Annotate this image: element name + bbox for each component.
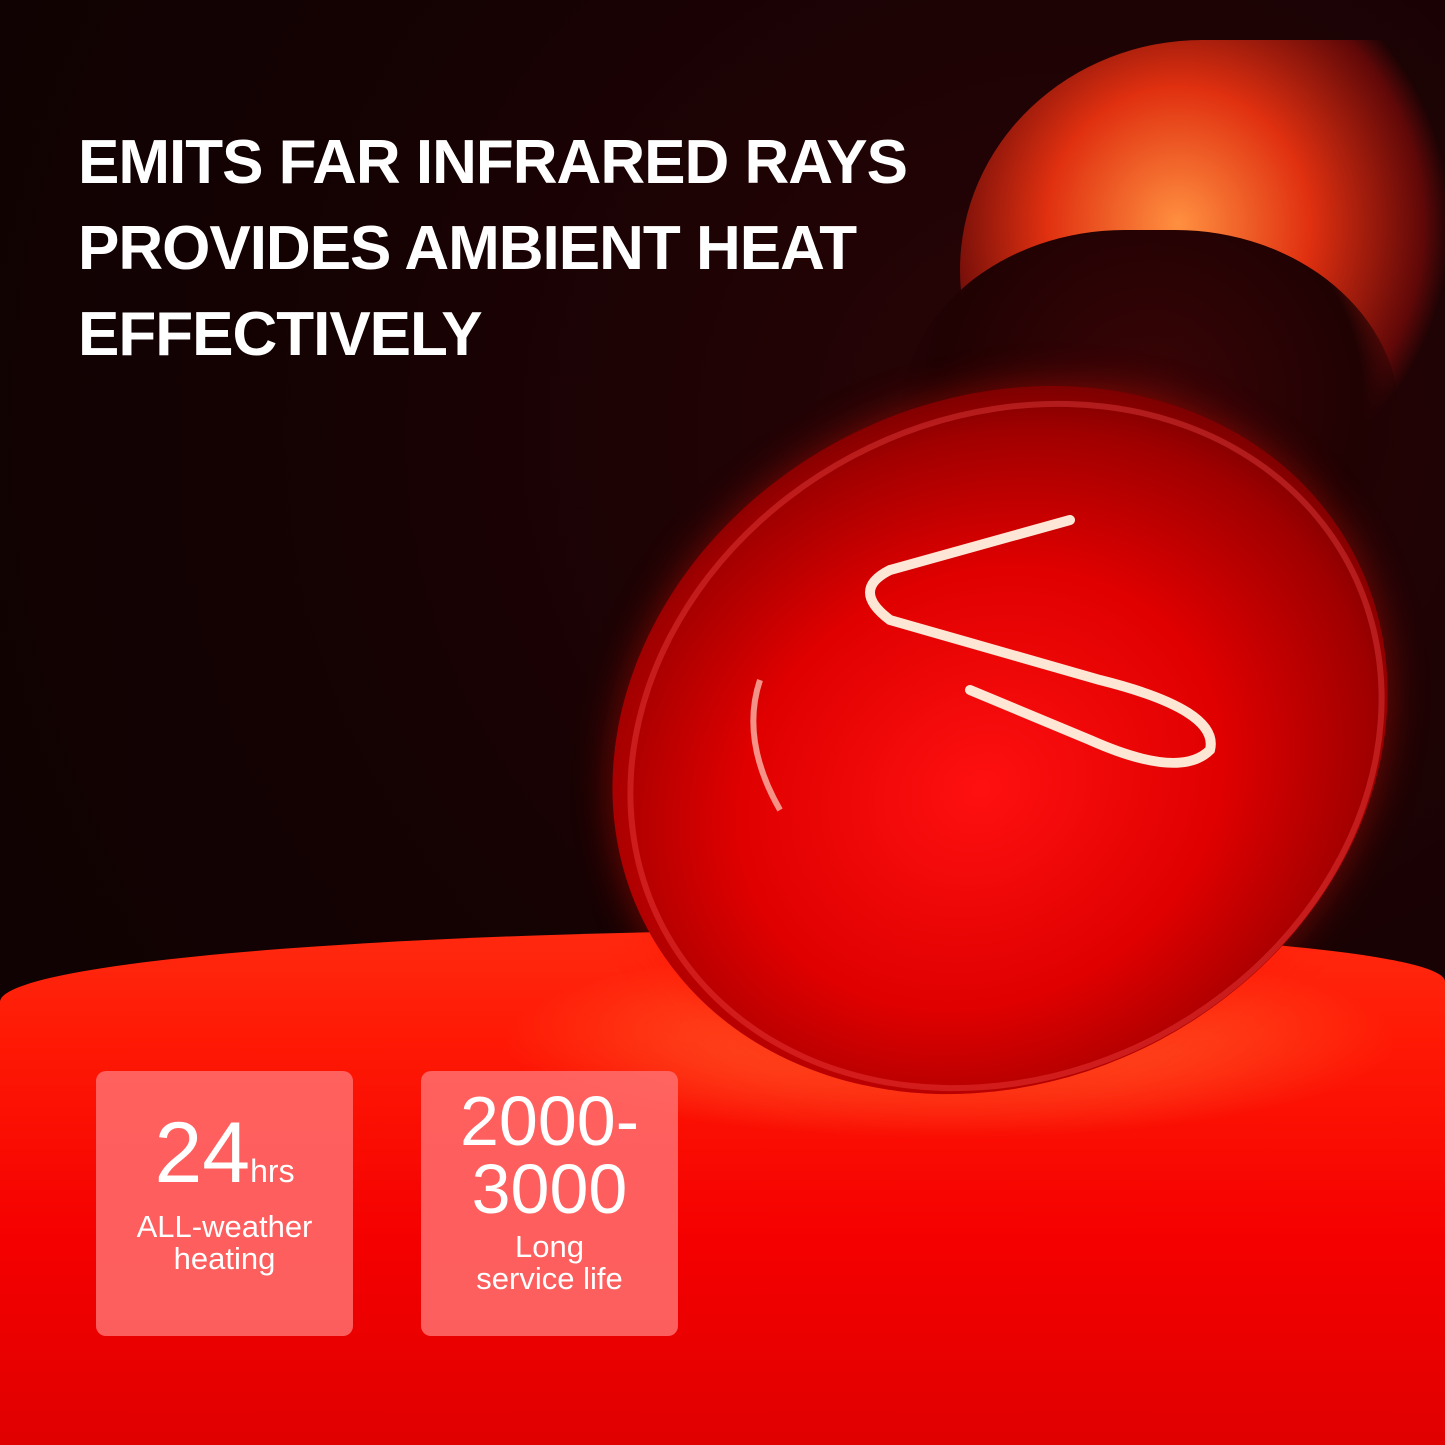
badge-24hrs-heating: 24hrs ALL-weather heating: [96, 1071, 353, 1336]
badge-value-1: 2000-: [459, 1082, 640, 1160]
badge-caption-2: service life: [476, 1261, 623, 1296]
badge-caption-2: heating: [173, 1241, 276, 1276]
headline-line-1: EMITS FAR INFRARED RAYS: [78, 128, 908, 197]
headline-line-2: PROVIDES AMBIENT HEAT: [78, 214, 857, 283]
filament-icon: [750, 515, 1216, 812]
badge-service-life: 2000- 3000 Long service life: [421, 1071, 678, 1336]
badge-value: 24hrs: [96, 1110, 353, 1196]
headline: EMITS FAR INFRARED RAYS PROVIDES AMBIENT…: [78, 120, 908, 378]
badge-unit: hrs: [250, 1153, 295, 1189]
badge-caption-1: Long: [515, 1229, 584, 1264]
badge-number: 24: [154, 1105, 251, 1201]
badge-caption-1: ALL-weather: [136, 1209, 313, 1244]
badge-value-2: 3000: [471, 1150, 628, 1228]
headline-line-3: EFFECTIVELY: [78, 300, 483, 369]
